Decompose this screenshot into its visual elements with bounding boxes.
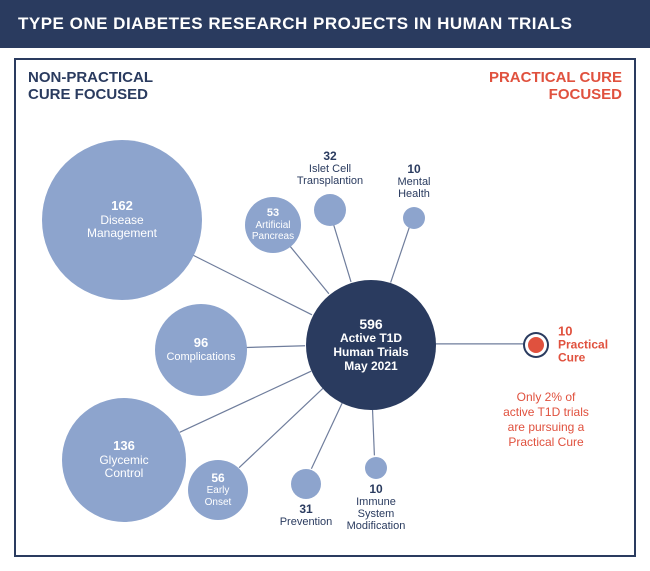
node-practical-cure xyxy=(528,337,544,353)
node-immune xyxy=(365,457,387,479)
node-center-label: Active T1DHuman TrialsMay 2021 xyxy=(333,332,408,373)
node-prevention-count: 31 xyxy=(280,503,333,516)
node-glycemic: 136GlycemicControl xyxy=(62,398,186,522)
node-artificial-pancreas-count: 53 xyxy=(267,207,279,220)
node-early-onset: 56EarlyOnset xyxy=(188,460,248,520)
node-artificial-pancreas: 53ArtificialPancreas xyxy=(245,197,301,253)
practical-cure-caption: Only 2% of active T1D trials are pursuin… xyxy=(491,390,601,450)
caption-l1: Only 2% of xyxy=(491,390,601,405)
node-practical-cure-label: 10PracticalCure xyxy=(558,325,608,366)
connector-mental-health xyxy=(391,228,410,283)
page-title: TYPE ONE DIABETES RESEARCH PROJECTS IN H… xyxy=(18,14,572,33)
chart-frame: NON-PRACTICAL CURE FOCUSED PRACTICAL CUR… xyxy=(14,58,636,557)
caption-l2: active T1D trials xyxy=(491,405,601,420)
node-disease-mgmt-label: DiseaseManagement xyxy=(87,214,157,242)
node-mental-health-count: 10 xyxy=(397,163,430,176)
title-bar: TYPE ONE DIABETES RESEARCH PROJECTS IN H… xyxy=(0,0,650,48)
caption-l4: Practical Cure xyxy=(491,435,601,450)
node-immune-label: 10ImmuneSystemModification xyxy=(347,483,406,532)
node-glycemic-label: GlycemicControl xyxy=(99,454,148,482)
node-early-onset-label: EarlyOnset xyxy=(205,485,232,508)
node-mental-health xyxy=(403,207,425,229)
connector-early-onset xyxy=(239,388,323,467)
caption-l3: are pursuing a xyxy=(491,420,601,435)
node-complications: 96Complications xyxy=(155,304,247,396)
connector-islet xyxy=(334,225,351,282)
node-practical-cure-count: 10 xyxy=(558,325,608,339)
node-islet-label: 32Islet CellTransplantion xyxy=(297,150,363,187)
node-mental-health-label: 10MentalHealth xyxy=(397,163,430,200)
node-glycemic-count: 136 xyxy=(113,439,135,454)
node-disease-mgmt-count: 162 xyxy=(111,199,133,214)
node-disease-mgmt: 162DiseaseManagement xyxy=(42,140,202,300)
node-islet xyxy=(314,194,346,226)
node-artificial-pancreas-label: ArtificialPancreas xyxy=(252,220,294,243)
connector-immune xyxy=(372,409,374,456)
connector-prevention xyxy=(311,402,342,468)
node-prevention xyxy=(291,469,321,499)
node-early-onset-count: 56 xyxy=(211,472,224,486)
node-immune-count: 10 xyxy=(347,483,406,496)
node-prevention-label: 31Prevention xyxy=(280,503,333,528)
node-center: 596Active T1DHuman TrialsMay 2021 xyxy=(306,280,436,410)
bubble-canvas: 596Active T1DHuman TrialsMay 2021 162Dise… xyxy=(16,60,634,555)
node-complications-count: 96 xyxy=(194,336,208,351)
node-complications-label: Complications xyxy=(166,351,235,364)
node-center-count: 596 xyxy=(359,316,382,332)
connector-complications xyxy=(246,346,305,348)
node-islet-count: 32 xyxy=(297,150,363,163)
connector-artificial-pancreas xyxy=(290,246,329,294)
